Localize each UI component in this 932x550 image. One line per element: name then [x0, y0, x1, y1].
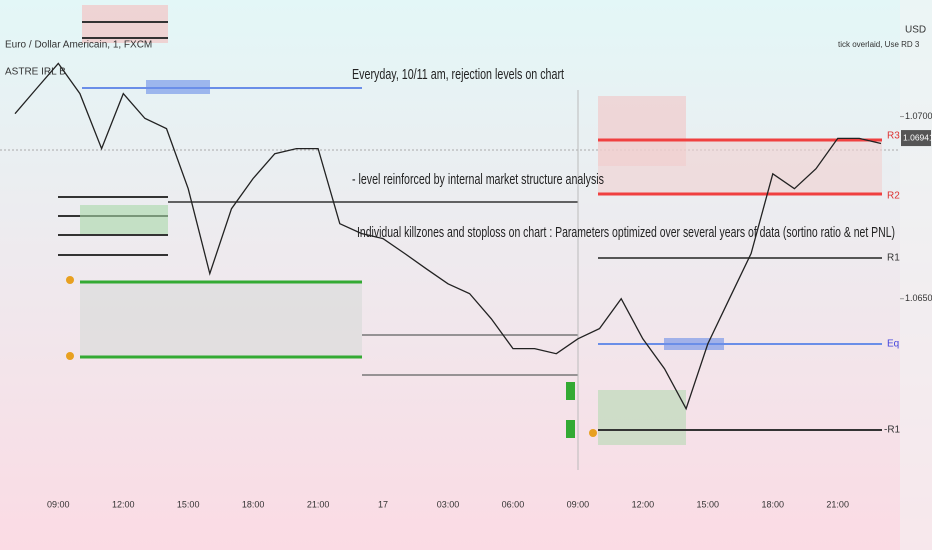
chart-title: Euro / Dollar Americain, 1, FXCM — [5, 40, 152, 51]
annotation: Everyday, 10/11 am, rejection levels on … — [352, 66, 565, 83]
x-tick-label: 12:00 — [112, 499, 135, 509]
level-label: R3 — [887, 131, 900, 142]
level-label: -R1 — [884, 425, 901, 436]
last-price-label: 1.06941 — [903, 132, 932, 142]
x-tick-label: 09:00 — [47, 499, 70, 509]
y-tick-label: 1.06500 — [905, 293, 932, 303]
level-label: R2 — [887, 191, 900, 202]
y-axis-area — [900, 0, 932, 550]
x-tick-label: 17 — [378, 499, 388, 509]
annotation: - level reinforced by internal market st… — [352, 171, 604, 188]
x-tick-label: 18:00 — [242, 499, 265, 509]
price-line — [14, 62, 882, 411]
warning: tick overlaid, Use RD 3 — [838, 40, 920, 49]
level-label: R1 — [887, 253, 900, 264]
last-price-tag — [901, 130, 931, 147]
x-tick-label: 21:00 — [307, 499, 330, 509]
x-tick-label: 21:00 — [826, 499, 849, 509]
x-tick-label: 03:00 — [437, 499, 460, 509]
zones — [58, 5, 882, 470]
x-tick-label: 06:00 — [502, 499, 525, 509]
x-tick-label: 15:00 — [177, 499, 200, 509]
x-tick-label: 09:00 — [567, 499, 590, 509]
indicator-name: ASTRE IRL B — [5, 67, 66, 78]
x-tick-label: 15:00 — [697, 499, 720, 509]
x-tick-label: 12:00 — [632, 499, 655, 509]
currency: USD — [905, 25, 926, 36]
level-label: Eq — [887, 339, 899, 350]
annotation: Individual killzones and stoploss on cha… — [357, 224, 895, 241]
x-tick-label: 18:00 — [761, 499, 784, 509]
